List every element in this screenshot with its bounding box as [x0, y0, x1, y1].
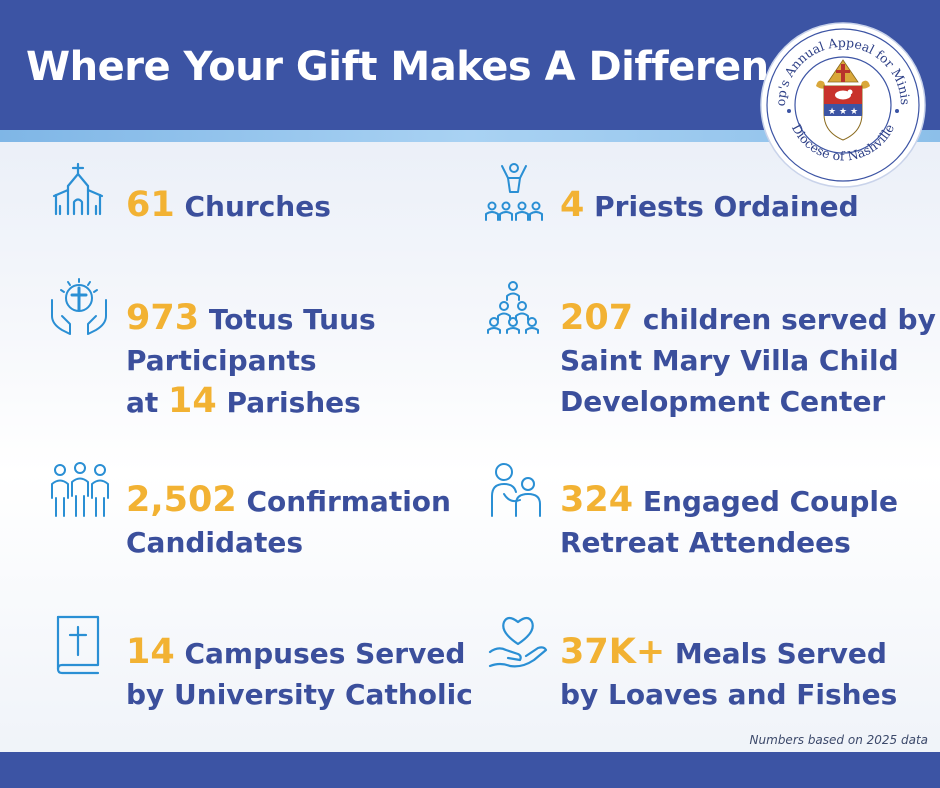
- stat-text: Engaged Couple: [642, 485, 898, 518]
- stat-totus-tuus: 973 Totus Tuus Participants at 14 Parish…: [126, 298, 376, 423]
- diocese-seal: Bishop's Annual Appeal for Ministries Di…: [753, 8, 928, 190]
- stat-text-line2: Participants: [126, 344, 317, 377]
- stat-text: Totus Tuus: [208, 303, 376, 336]
- stat-number: 2,502: [126, 480, 237, 520]
- stat-confirmation: 2,502 Confirmation Candidates: [126, 480, 451, 563]
- footer-banner: [0, 752, 940, 788]
- stat-churches: 61 Churches: [126, 185, 331, 227]
- praying-hands-cross-icon: [48, 276, 110, 338]
- stat-campuses: 14 Campuses Served by University Catholi…: [126, 632, 473, 715]
- stat-text-line2: Saint Mary Villa Child: [560, 344, 899, 377]
- svg-text:★: ★: [850, 107, 858, 117]
- page-title: Where Your Gift Makes A Difference: [26, 44, 819, 90]
- stat-text-line3-suffix: Parishes: [226, 386, 361, 419]
- stat-number: 973: [126, 298, 200, 338]
- stat-text: Confirmation: [246, 485, 451, 518]
- people-group-icon: [48, 460, 112, 520]
- header-stripe: [0, 130, 940, 142]
- stat-text: children served by: [642, 303, 936, 336]
- priest-ordination-icon: [484, 162, 544, 222]
- svg-text:★: ★: [839, 107, 847, 117]
- stat-text: Churches: [184, 190, 331, 223]
- stat-text: Priests Ordained: [594, 190, 859, 223]
- stat-text-line2: by Loaves and Fishes: [560, 678, 898, 711]
- stat-text-line2: Retreat Attendees: [560, 526, 851, 559]
- stat-number-2: 14: [168, 381, 217, 421]
- stat-text-line2: by University Catholic: [126, 678, 473, 711]
- stat-engaged-couples: 324 Engaged Couple Retreat Attendees: [560, 480, 898, 563]
- stat-text: Meals Served: [674, 637, 887, 670]
- stat-number: 61: [126, 185, 175, 225]
- stat-number: 207: [560, 298, 634, 338]
- stat-text-line2: Candidates: [126, 526, 303, 559]
- svg-text:★: ★: [828, 107, 836, 117]
- bible-icon: [52, 613, 104, 675]
- footnote: Numbers based on 2025 data: [749, 733, 928, 747]
- stat-priests: 4 Priests Ordained: [560, 185, 859, 227]
- stat-children: 207 children served by Saint Mary Villa …: [560, 298, 936, 422]
- stat-text-line3-prefix: at: [126, 386, 159, 419]
- stat-number: 37K+: [560, 632, 666, 672]
- stat-number: 4: [560, 185, 585, 225]
- couple-icon: [488, 460, 544, 518]
- stat-number: 14: [126, 632, 175, 672]
- stat-meals: 37K+ Meals Served by Loaves and Fishes: [560, 632, 897, 715]
- stat-text: Campuses Served: [184, 637, 466, 670]
- heart-hand-icon: [488, 614, 548, 670]
- stat-text-line3: Development Center: [560, 385, 886, 418]
- children-group-icon: [486, 280, 540, 334]
- church-icon: [50, 162, 106, 218]
- stat-number: 324: [560, 480, 634, 520]
